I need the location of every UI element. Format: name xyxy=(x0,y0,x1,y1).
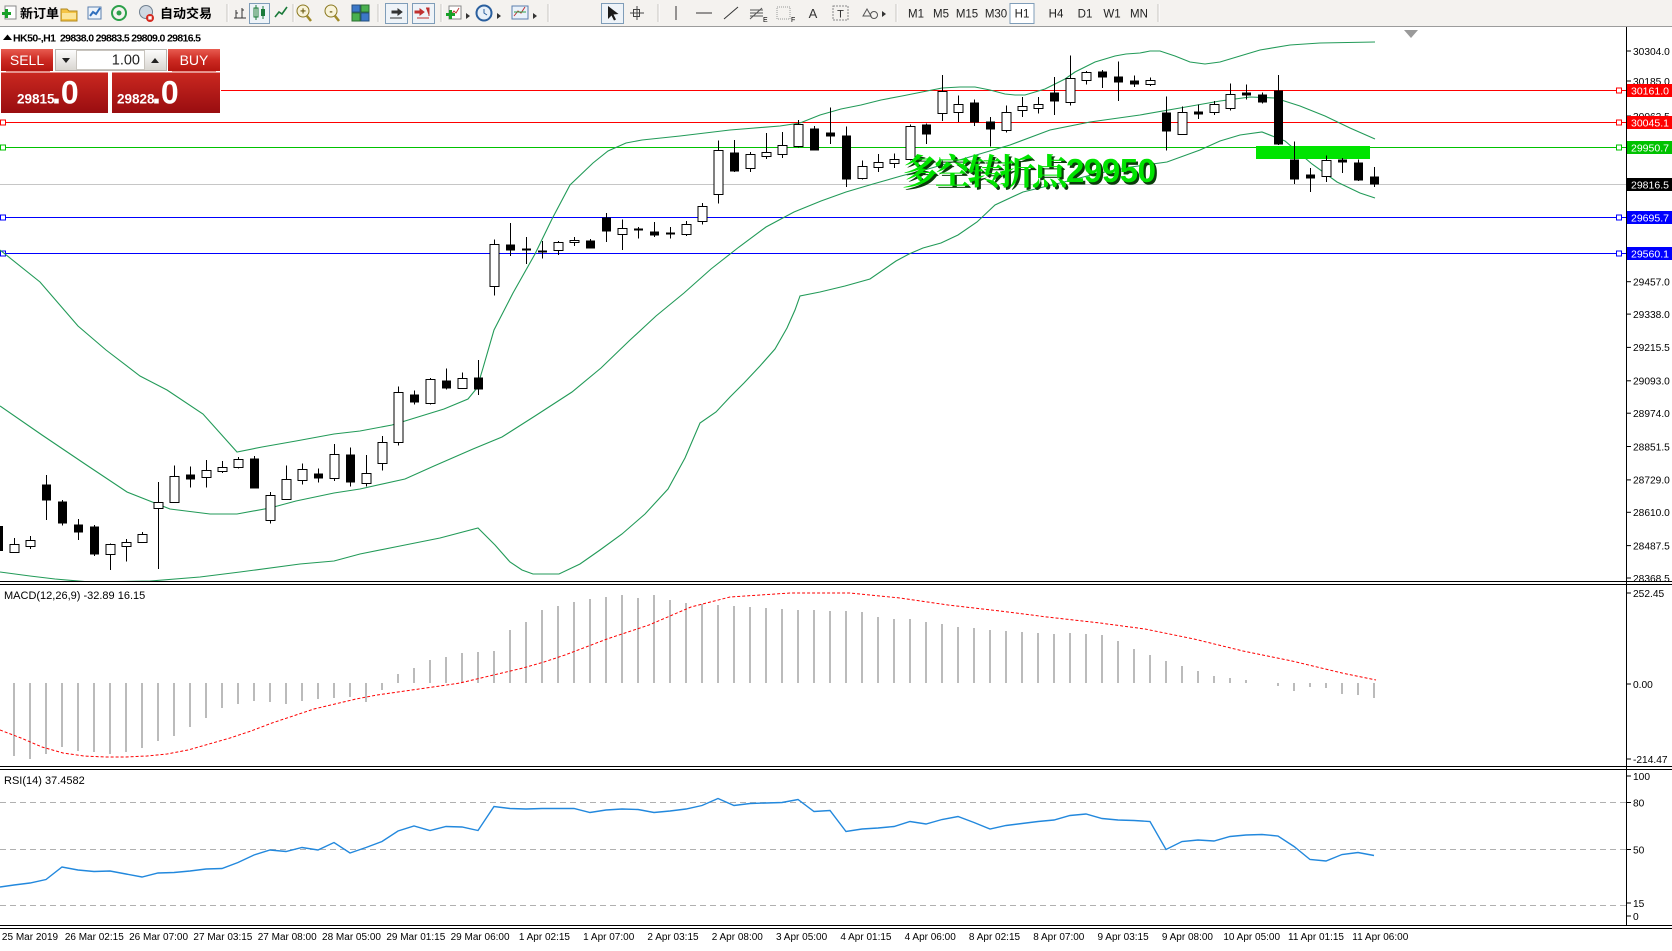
svg-text:SELL: SELL xyxy=(10,52,44,68)
svg-text:28729.0: 28729.0 xyxy=(1633,476,1670,487)
svg-text:M5: M5 xyxy=(933,9,949,21)
svg-text:11 Apr 01:15: 11 Apr 01:15 xyxy=(1288,932,1344,943)
svg-text:F: F xyxy=(791,17,795,24)
svg-text:29457.0: 29457.0 xyxy=(1633,278,1670,289)
svg-text:W1: W1 xyxy=(1103,9,1120,21)
svg-text:28368.5: 28368.5 xyxy=(1633,574,1670,585)
svg-text:29338.0: 29338.0 xyxy=(1633,310,1670,321)
svg-text:.0: .0 xyxy=(152,75,179,111)
svg-text:28 Mar 05:00: 28 Mar 05:00 xyxy=(322,932,381,943)
svg-text:29950.7: 29950.7 xyxy=(1631,143,1669,155)
svg-text:9 Apr 03:15: 9 Apr 03:15 xyxy=(1098,932,1150,943)
svg-text:30304.0: 30304.0 xyxy=(1633,47,1670,58)
svg-text:-: - xyxy=(329,7,332,18)
svg-text:28974.0: 28974.0 xyxy=(1633,409,1670,420)
svg-text:29815: 29815 xyxy=(17,92,55,107)
svg-text:28487.5: 28487.5 xyxy=(1633,541,1670,552)
svg-text:25 Mar 2019: 25 Mar 2019 xyxy=(2,932,59,943)
svg-text:252.45: 252.45 xyxy=(1633,589,1664,600)
svg-text:.0: .0 xyxy=(52,75,79,111)
svg-text:9 Apr 08:00: 9 Apr 08:00 xyxy=(1162,932,1214,943)
svg-text:BUY: BUY xyxy=(180,52,209,68)
svg-text:3 Apr 05:00: 3 Apr 05:00 xyxy=(776,932,828,943)
svg-text:10 Apr 05:00: 10 Apr 05:00 xyxy=(1223,932,1280,943)
svg-text:29828: 29828 xyxy=(117,92,155,107)
svg-text:29560.1: 29560.1 xyxy=(1631,249,1669,261)
svg-text:MN: MN xyxy=(1130,9,1148,21)
svg-text:29 Mar 01:15: 29 Mar 01:15 xyxy=(386,932,445,943)
svg-text:HK50-,H1: HK50-,H1 xyxy=(13,33,56,45)
svg-text:1.00: 1.00 xyxy=(112,53,140,69)
svg-text:RSI(14) 37.4582: RSI(14) 37.4582 xyxy=(4,775,85,787)
svg-text:H4: H4 xyxy=(1049,9,1064,21)
svg-text:29816.5: 29816.5 xyxy=(1631,180,1669,192)
svg-text:2 Apr 03:15: 2 Apr 03:15 xyxy=(647,932,699,943)
svg-text:29093.0: 29093.0 xyxy=(1633,377,1670,388)
svg-text:29838.0 29883.5 29809.0 29816.: 29838.0 29883.5 29809.0 29816.5 xyxy=(60,33,201,45)
svg-text:26 Mar 02:15: 26 Mar 02:15 xyxy=(65,932,124,943)
svg-text:28851.5: 28851.5 xyxy=(1633,442,1670,453)
svg-text:M30: M30 xyxy=(985,9,1007,21)
svg-text:29215.5: 29215.5 xyxy=(1633,343,1670,354)
svg-text:A: A xyxy=(809,6,818,21)
svg-text:30185.0: 30185.0 xyxy=(1633,77,1670,88)
svg-text:T: T xyxy=(837,9,844,21)
svg-text:80: 80 xyxy=(1633,798,1645,809)
svg-text:29 Mar 06:00: 29 Mar 06:00 xyxy=(451,932,510,943)
svg-text:29950: 29950 xyxy=(1068,154,1158,191)
svg-text:29695.7: 29695.7 xyxy=(1631,213,1669,225)
svg-text:26 Mar 07:00: 26 Mar 07:00 xyxy=(129,932,188,943)
svg-text:+: + xyxy=(300,7,306,18)
svg-text:H1: H1 xyxy=(1015,9,1030,21)
svg-text:1 Apr 02:15: 1 Apr 02:15 xyxy=(519,932,571,943)
svg-text:2 Apr 08:00: 2 Apr 08:00 xyxy=(712,932,764,943)
svg-text:MACD(12,26,9) -32.89 16.15: MACD(12,26,9) -32.89 16.15 xyxy=(4,590,145,602)
svg-text:1 Apr 07:00: 1 Apr 07:00 xyxy=(583,932,635,943)
svg-text:28610.0: 28610.0 xyxy=(1633,508,1670,519)
svg-text:15: 15 xyxy=(1633,899,1645,910)
svg-text:M15: M15 xyxy=(956,9,978,21)
svg-text:50: 50 xyxy=(1633,845,1645,856)
svg-text:100: 100 xyxy=(1633,772,1650,783)
svg-text:4 Apr 06:00: 4 Apr 06:00 xyxy=(905,932,957,943)
svg-text:30161.0: 30161.0 xyxy=(1631,86,1669,98)
svg-text:0: 0 xyxy=(1633,912,1639,923)
svg-text:-214.47: -214.47 xyxy=(1633,755,1668,766)
svg-text:29950: 29950 xyxy=(1066,152,1156,189)
svg-text:4 Apr 01:15: 4 Apr 01:15 xyxy=(840,932,892,943)
svg-text:M1: M1 xyxy=(908,9,924,21)
svg-text:11 Apr 06:00: 11 Apr 06:00 xyxy=(1352,932,1408,943)
svg-text:27 Mar 03:15: 27 Mar 03:15 xyxy=(193,932,252,943)
svg-text:D1: D1 xyxy=(1078,9,1093,21)
svg-text:8 Apr 02:15: 8 Apr 02:15 xyxy=(969,932,1021,943)
svg-text:27 Mar 08:00: 27 Mar 08:00 xyxy=(258,932,317,943)
svg-text:30045.1: 30045.1 xyxy=(1631,118,1669,130)
svg-text:8 Apr 07:00: 8 Apr 07:00 xyxy=(1033,932,1085,943)
svg-text:0.00: 0.00 xyxy=(1633,680,1653,691)
svg-text:E: E xyxy=(763,17,768,24)
